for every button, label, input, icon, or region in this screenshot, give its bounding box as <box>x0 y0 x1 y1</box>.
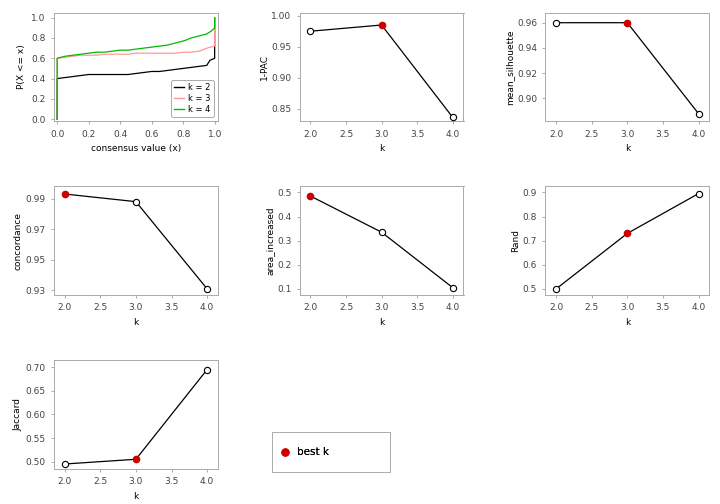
Y-axis label: mean_silhouette: mean_silhouette <box>505 29 514 105</box>
Legend: k = 2, k = 3, k = 4: k = 2, k = 3, k = 4 <box>171 80 214 117</box>
Y-axis label: area_increased: area_increased <box>265 206 274 275</box>
Y-axis label: concordance: concordance <box>14 212 23 270</box>
X-axis label: consensus value (x): consensus value (x) <box>91 144 181 153</box>
Y-axis label: P(X <= x): P(X <= x) <box>17 44 26 89</box>
Y-axis label: Jaccard: Jaccard <box>14 398 23 431</box>
Text: best k: best k <box>297 448 329 457</box>
FancyBboxPatch shape <box>272 432 390 472</box>
Text: best k: best k <box>297 448 329 457</box>
X-axis label: k: k <box>625 144 630 153</box>
Y-axis label: Rand: Rand <box>511 229 520 252</box>
X-axis label: k: k <box>379 144 384 153</box>
X-axis label: k: k <box>625 318 630 327</box>
X-axis label: k: k <box>133 318 138 327</box>
X-axis label: k: k <box>379 318 384 327</box>
Y-axis label: 1-PAC: 1-PAC <box>259 54 269 80</box>
X-axis label: k: k <box>133 491 138 500</box>
